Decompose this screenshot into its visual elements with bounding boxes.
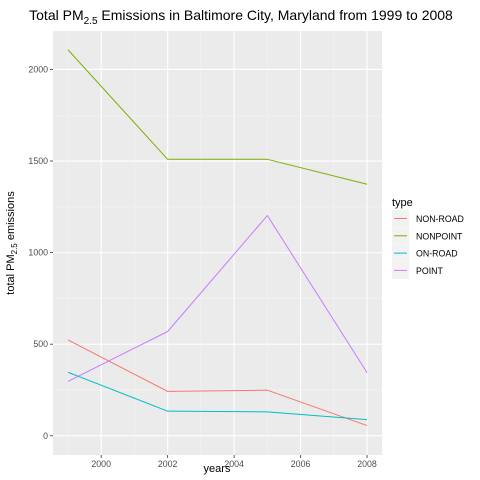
legend-label-on-road: ON-ROAD [416,249,458,259]
legend: type NON-ROAD NONPOINT ON-ROAD POINT [392,197,464,279]
y-tick-label: 1500 [28,156,48,166]
legend-item-nonpoint: NONPOINT [392,227,463,245]
chart-title-subscript: 2.5 [84,16,98,27]
y-tick-label: 0 [43,431,48,441]
series-line-point [67,215,368,382]
y-axis-title-suffix: emissions [5,191,17,243]
series-line-non-road [67,339,368,427]
plot-panel [53,31,382,455]
legend-label-point: POINT [416,266,444,276]
minor-gridlines [53,31,382,455]
legend-item-on-road: ON-ROAD [392,244,458,262]
y-axis-title-prefix: total PM [5,254,17,294]
series-line-on-road [67,371,368,421]
x-tick-label: 2000 [91,459,111,469]
x-tick-label: 2008 [357,459,377,469]
chart-title-prefix: Total PM [29,7,83,23]
legend-item-point: POINT [392,261,444,279]
x-axis: 2000 2002 2004 2006 2008 [91,455,377,469]
y-axis-title-subscript: 2.5 [10,243,19,255]
x-tick-label: 2006 [291,459,311,469]
y-tick-label: 2000 [28,64,48,74]
major-gridlines [53,31,382,455]
chart-title-suffix: Emissions in Baltimore City, Maryland fr… [98,7,454,23]
y-axis: 0 500 1000 1500 2000 [28,64,53,441]
chart-title: Total PM2.5 Emissions in Baltimore City,… [29,7,453,27]
legend-item-non-road: NON-ROAD [392,210,464,227]
y-tick-label: 500 [33,339,48,349]
y-tick-label: 1000 [28,248,48,258]
x-axis-title: years [204,463,231,475]
legend-label-non-road: NON-ROAD [416,214,464,224]
legend-items: NON-ROAD NONPOINT ON-ROAD POINT [392,210,464,279]
legend-title: type [392,197,413,209]
y-axis-title: total PM2.5 emissions [5,191,19,295]
series-layer [67,49,368,427]
legend-label-nonpoint: NONPOINT [416,231,463,241]
x-tick-label: 2004 [224,459,244,469]
series-line-nonpoint [67,49,368,185]
x-tick-label: 2002 [158,459,178,469]
